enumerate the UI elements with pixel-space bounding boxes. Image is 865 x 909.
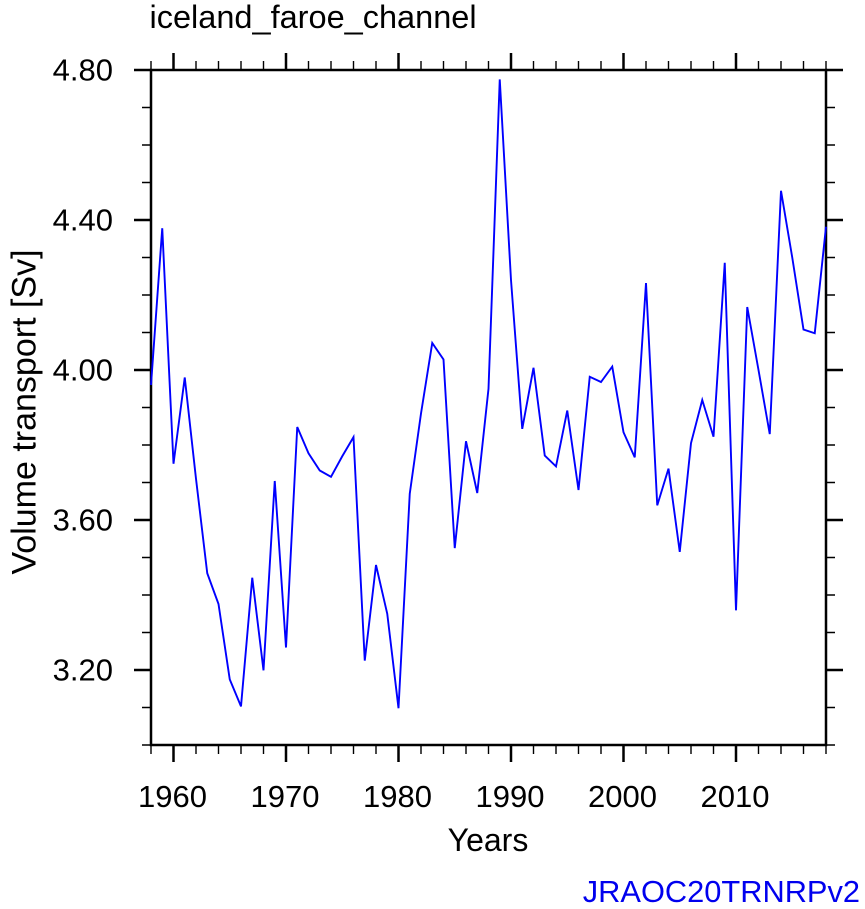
svg-text:3.60: 3.60 [53,503,113,538]
svg-text:4.00: 4.00 [53,353,113,388]
svg-text:iceland_faroe_channel: iceland_faroe_channel [150,0,477,35]
svg-text:1960: 1960 [138,779,207,814]
svg-text:JRAOC20TRNRPv2: JRAOC20TRNRPv2 [583,874,860,909]
svg-text:Volume transport [Sv]: Volume transport [Sv] [6,249,44,574]
svg-text:Years: Years [448,822,529,858]
svg-text:3.20: 3.20 [53,653,113,688]
svg-text:2000: 2000 [588,779,657,814]
svg-text:1980: 1980 [363,779,432,814]
svg-text:2010: 2010 [701,779,770,814]
svg-text:4.40: 4.40 [53,203,113,238]
svg-text:1970: 1970 [251,779,320,814]
svg-text:4.80: 4.80 [53,53,113,88]
svg-text:1990: 1990 [476,779,545,814]
